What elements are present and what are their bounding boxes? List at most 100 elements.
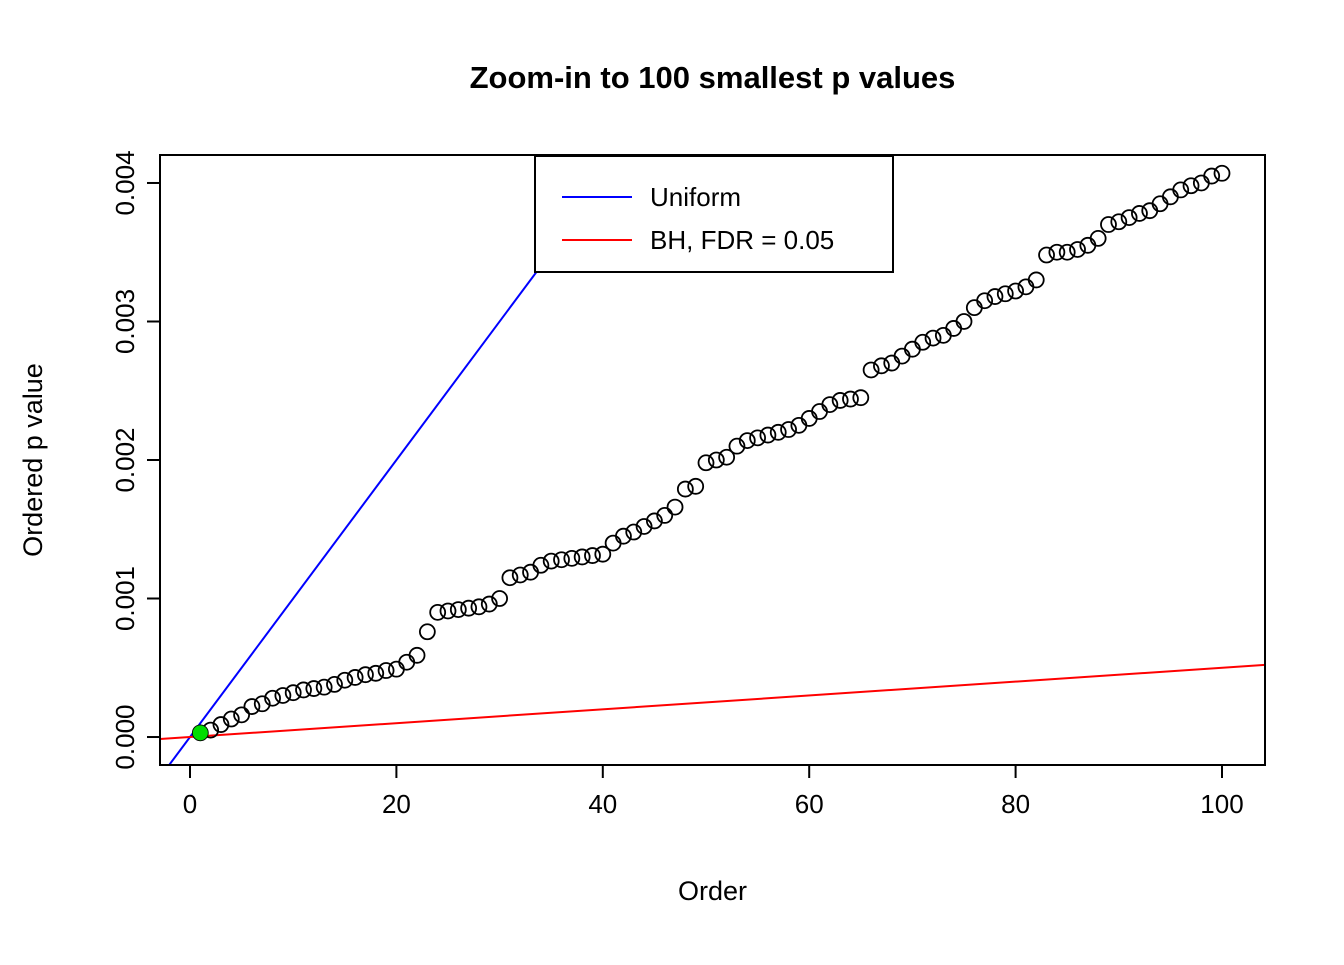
data-point	[625, 523, 643, 541]
x-tick-label: 100	[1200, 789, 1243, 819]
data-point	[222, 710, 240, 728]
data-point	[573, 548, 591, 566]
x-axis-title: Order	[678, 876, 747, 906]
data-point	[1038, 246, 1055, 264]
data-point	[346, 669, 364, 686]
data-point	[295, 681, 312, 699]
data-point	[1058, 243, 1076, 261]
data-point	[666, 498, 684, 516]
data-point	[996, 285, 1014, 303]
data-point	[1110, 213, 1128, 231]
y-tick-label: 0.001	[110, 566, 140, 631]
legend: Uniform BH, FDR = 0.05	[534, 155, 894, 273]
data-point	[1172, 181, 1190, 199]
data-point	[1182, 177, 1200, 195]
data-point	[439, 602, 457, 620]
data-point	[408, 646, 426, 664]
data-point	[749, 429, 766, 447]
data-point	[862, 361, 880, 379]
x-tick-label: 80	[1001, 789, 1030, 819]
data-point	[449, 601, 467, 618]
data-point	[305, 680, 323, 697]
data-points	[191, 164, 1231, 742]
data-point	[656, 507, 674, 524]
data-point	[883, 354, 901, 372]
data-point	[418, 623, 436, 641]
data-point	[965, 299, 983, 317]
data-point	[645, 512, 663, 530]
data-point	[903, 340, 921, 358]
data-point	[811, 403, 828, 420]
data-point	[790, 416, 808, 434]
data-point	[1089, 229, 1107, 247]
data-point	[873, 357, 890, 375]
data-point	[357, 666, 374, 684]
data-point	[769, 423, 787, 441]
y-tick-label: 0.000	[110, 704, 140, 769]
data-point	[842, 390, 859, 408]
data-point	[532, 556, 550, 574]
data-point	[1100, 216, 1117, 233]
data-point	[212, 716, 230, 733]
data-point	[274, 687, 292, 704]
y-tick-label: 0.003	[110, 289, 140, 354]
y-tick-label: 0.002	[110, 427, 140, 492]
data-point	[253, 695, 271, 713]
x-tick-label: 20	[382, 789, 411, 819]
y-tick-label: 0.004	[110, 150, 140, 215]
data-point	[315, 678, 333, 696]
data-point	[1120, 209, 1138, 227]
data-point	[264, 689, 281, 707]
data-point	[924, 329, 942, 347]
data-point	[604, 534, 622, 552]
data-point	[800, 410, 818, 427]
data-point	[326, 675, 343, 693]
chart-title: Zoom-in to 100 smallest p values	[470, 60, 956, 95]
data-point	[1203, 167, 1221, 185]
data-point	[522, 563, 539, 581]
data-point	[893, 347, 911, 365]
data-point	[759, 426, 777, 444]
data-point	[377, 662, 395, 679]
data-point	[821, 396, 839, 413]
x-axis: 0 20 40 60 80 100	[183, 765, 1244, 819]
data-point	[480, 595, 498, 613]
data-point	[986, 288, 1004, 305]
data-point	[398, 653, 416, 671]
data-point	[780, 421, 797, 438]
data-point	[563, 549, 581, 567]
x-tick-label: 40	[588, 789, 617, 819]
data-point	[460, 599, 478, 617]
data-point	[491, 590, 508, 607]
data-point	[934, 326, 952, 344]
data-point	[542, 552, 560, 570]
y-axis-title: Ordered p value	[18, 363, 48, 557]
data-point	[553, 551, 570, 569]
data-point	[707, 451, 725, 469]
data-point	[718, 448, 736, 466]
data-point	[831, 392, 849, 409]
data-point	[1131, 205, 1148, 222]
data-point	[697, 454, 715, 472]
y-axis: 0.000 0.001 0.002 0.003 0.004	[110, 150, 160, 770]
data-point	[584, 547, 601, 564]
data-point	[511, 566, 529, 584]
data-point	[945, 320, 963, 337]
data-point	[594, 545, 612, 563]
legend-label: BH, FDR = 0.05	[650, 225, 834, 255]
data-point	[1141, 202, 1159, 220]
data-point	[914, 333, 932, 351]
legend-label: Uniform	[650, 182, 741, 212]
line-bh-fdr-0-05	[160, 663, 1265, 741]
data-point	[1017, 278, 1035, 296]
data-point	[387, 660, 405, 678]
data-point	[1048, 243, 1066, 261]
legend-box	[534, 155, 894, 273]
data-point	[1069, 241, 1086, 258]
data-point	[1192, 174, 1210, 192]
data-point	[1027, 271, 1045, 289]
data-point	[243, 698, 261, 715]
data-point	[429, 603, 447, 621]
